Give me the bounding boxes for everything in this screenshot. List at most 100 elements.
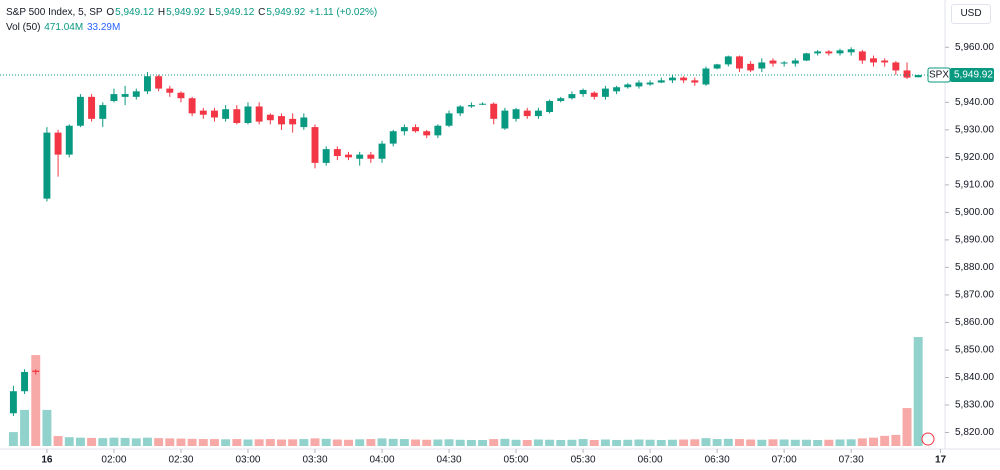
candle-body <box>881 60 889 63</box>
volume-title: Vol (50) <box>6 22 41 33</box>
volume-bar <box>612 439 622 446</box>
x-tick-label: 03:30 <box>302 455 327 466</box>
legend: S&P 500 Index, 5, SP O5,949.12 H 5,949.92… <box>6 5 378 35</box>
candle-body <box>266 114 274 121</box>
x-tick-label: 05:00 <box>504 455 529 466</box>
candle-body <box>300 117 308 128</box>
candle-body <box>445 113 453 126</box>
candle-body <box>601 88 609 97</box>
candle-body <box>903 70 911 78</box>
volume-bar <box>846 439 856 446</box>
candle-body <box>736 56 743 69</box>
candle-body <box>434 125 442 136</box>
x-tick-label: 17 <box>935 455 947 466</box>
candle-body <box>836 50 844 54</box>
y-tick-label: 5,830.00 <box>955 400 994 411</box>
candle-body <box>490 103 498 119</box>
close: 5,949.92 <box>266 7 306 18</box>
volume-bar <box>221 439 231 446</box>
volume-bar <box>679 439 689 446</box>
candle-body <box>177 92 185 99</box>
volume-bar <box>768 439 778 446</box>
volume-value: 471.04M <box>44 22 84 33</box>
y-tick-label: 5,890.00 <box>955 235 994 246</box>
volume-bar <box>545 439 555 446</box>
candle-body <box>121 94 129 97</box>
volume-bar <box>366 439 376 446</box>
candle-body <box>680 77 688 81</box>
x-tick-label: 07:00 <box>772 455 797 466</box>
volume-bar <box>109 437 119 446</box>
candle-body <box>412 127 419 132</box>
volume-bar <box>913 337 923 446</box>
volume-bar <box>880 435 890 446</box>
candle-body <box>691 80 699 83</box>
candle-body <box>825 51 833 54</box>
candle-body <box>512 109 520 119</box>
candle-body <box>456 106 464 114</box>
candle-body <box>423 131 431 136</box>
volume-bar <box>578 439 588 446</box>
candle-body <box>32 370 40 372</box>
x-tick-label: 02:30 <box>168 455 193 466</box>
volume-bar <box>98 438 108 446</box>
high-key: H <box>157 7 166 18</box>
candle-body <box>76 96 84 126</box>
volume-bar <box>187 438 197 446</box>
volume-bar <box>433 439 443 446</box>
candle-body <box>322 149 330 163</box>
volume-bar <box>478 439 488 446</box>
volume-bar <box>701 438 711 446</box>
volume-bar <box>42 409 52 446</box>
volume-bar <box>277 439 286 446</box>
volume-bar <box>600 439 610 446</box>
candle-body <box>579 89 587 95</box>
candle-body <box>668 77 676 81</box>
x-tick-label: 16 <box>41 455 53 466</box>
candle-body <box>88 96 96 119</box>
volume-bar <box>75 437 85 446</box>
volume-bar <box>53 436 63 446</box>
symbol: S&P 500 Index, 5, SP <box>6 7 103 18</box>
volume-bar <box>589 439 599 446</box>
volume-bar <box>511 439 521 446</box>
volume-bar <box>299 439 309 446</box>
open: 5,949.12 <box>115 7 155 18</box>
x-tick-label: 05:30 <box>571 455 596 466</box>
currency-button[interactable]: USD <box>951 4 991 24</box>
candle-body <box>65 125 73 155</box>
candle-body <box>523 110 531 117</box>
candle-body <box>110 94 118 101</box>
y-tick-label: 5,840.00 <box>955 372 994 383</box>
open-key: O <box>106 7 115 18</box>
candle-body <box>803 53 810 61</box>
candle-body <box>780 62 788 64</box>
candle-body <box>278 116 285 125</box>
x-tick-label: 04:00 <box>370 455 395 466</box>
volume-bar <box>556 439 566 446</box>
candle-body <box>747 63 755 71</box>
price-legend: S&P 500 Index, 5, SP O5,949.12 H 5,949.92… <box>6 5 378 20</box>
volume-bar <box>344 439 353 446</box>
candle-body <box>791 60 799 64</box>
volume-bar <box>735 439 744 446</box>
candle-body <box>702 68 710 85</box>
volume-bar <box>399 439 409 446</box>
volume-bar <box>835 439 845 446</box>
candle-body <box>758 62 766 69</box>
volume-bar <box>332 439 342 446</box>
y-tick-label: 5,870.00 <box>955 290 994 301</box>
candle-body <box>713 64 721 69</box>
candle-body <box>166 88 174 93</box>
volume-bar <box>355 439 365 446</box>
volume-legend: Vol (50) 471.04M 33.29M <box>6 20 378 35</box>
volume-bar <box>466 439 476 446</box>
y-tick-label: 5,880.00 <box>955 262 994 273</box>
volume-bar <box>802 439 811 446</box>
candle-body <box>54 132 62 155</box>
candle-body <box>769 60 777 64</box>
volume-bar <box>20 409 30 446</box>
volume-bar <box>288 439 298 446</box>
volume-bar <box>455 439 465 446</box>
